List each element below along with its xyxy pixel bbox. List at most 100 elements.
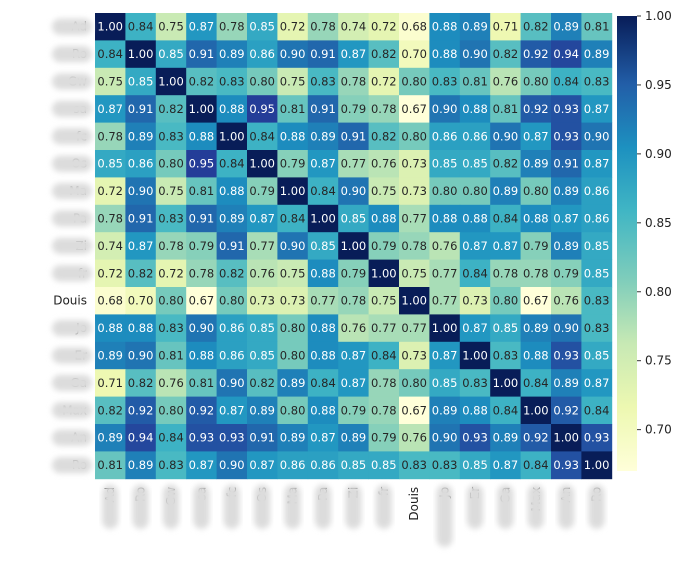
- cell-value-label: 1.00: [584, 458, 610, 472]
- cell-value-label: 0.87: [584, 102, 610, 116]
- cell-value-label: 0.83: [493, 349, 519, 363]
- cell-value-label: 0.89: [97, 349, 123, 363]
- redaction-blur: [193, 484, 210, 529]
- cell-value-label: 0.73: [401, 157, 427, 171]
- heatmap-cell: [459, 204, 491, 233]
- heatmap-cell: [186, 67, 217, 96]
- heatmap-cell: [155, 451, 187, 480]
- heatmap-cell: [155, 287, 187, 315]
- cell-value-label: 0.77: [310, 294, 336, 308]
- heatmap-cell: [551, 150, 582, 178]
- heatmap-cell: [368, 150, 400, 178]
- heatmap-cell: [247, 424, 278, 452]
- heatmap-cell: [459, 287, 491, 315]
- heatmap-cell: [338, 204, 369, 233]
- cell-value-label: 0.89: [553, 20, 579, 34]
- heatmap-cell: [155, 177, 187, 206]
- heatmap-cell: [125, 314, 157, 343]
- cell-value-label: 0.90: [462, 47, 488, 61]
- cell-value-label: 0.91: [310, 47, 336, 61]
- cell-value-label: 0.80: [158, 157, 184, 171]
- cell-value-label: 0.80: [493, 294, 519, 308]
- cell-value-label: 0.84: [249, 129, 275, 143]
- heatmap-cell: [95, 95, 126, 123]
- cell-value-label: 0.91: [310, 102, 336, 116]
- heatmap-cell: [490, 232, 521, 260]
- heatmap-cell: [186, 341, 217, 370]
- heatmap-cell: [490, 177, 521, 206]
- heatmap-cell: [520, 314, 552, 343]
- cell-value-label: 0.89: [553, 239, 579, 253]
- cell-value-label: 0.89: [523, 157, 549, 171]
- cell-value-label: 0.79: [189, 239, 215, 253]
- heatmap-cell: [551, 451, 582, 480]
- colorbar-tick-label: 0.80: [645, 285, 672, 299]
- heatmap-cell: [155, 396, 187, 425]
- cell-value-label: 0.84: [97, 47, 123, 61]
- heatmap-cell: [368, 122, 400, 151]
- cell-value-label: 0.86: [432, 129, 458, 143]
- heatmap-cell: [186, 150, 217, 178]
- heatmap-cell: [459, 40, 491, 69]
- cell-value-label: 0.86: [128, 157, 154, 171]
- cell-value-label: 0.89: [493, 431, 519, 445]
- heatmap-cell: [155, 341, 187, 370]
- cell-value-label: 0.78: [219, 20, 245, 34]
- heatmap-cell: [216, 204, 248, 233]
- heatmap-cell: [186, 287, 217, 315]
- heatmap-cell: [399, 287, 430, 315]
- cell-value-label: 0.83: [584, 294, 610, 308]
- heatmap-cell: [368, 204, 400, 233]
- heatmap-cell: [307, 424, 339, 452]
- heatmap-cell: [520, 451, 552, 480]
- heatmap-cell: [247, 341, 278, 370]
- heatmap-cell: [95, 67, 126, 96]
- heatmap-cell: [551, 13, 582, 41]
- heatmap-cell: [368, 451, 400, 480]
- cell-value-label: 0.89: [128, 458, 154, 472]
- heatmap-cell: [186, 396, 217, 425]
- cell-value-label: 0.86: [462, 129, 488, 143]
- cell-value-label: 0.78: [341, 75, 367, 89]
- cell-value-label: 0.85: [493, 321, 519, 335]
- cell-value-label: 0.78: [493, 266, 519, 280]
- heatmap-cell: [429, 287, 461, 315]
- heatmap-cell: [216, 424, 248, 452]
- cell-value-label: 1.00: [341, 239, 367, 253]
- heatmap-cell: [186, 122, 217, 151]
- colorbar-tick-label: 0.90: [645, 147, 672, 161]
- heatmap-cell: [429, 451, 461, 480]
- cell-value-label: 0.89: [493, 184, 519, 198]
- cell-value-label: 0.78: [523, 266, 549, 280]
- cell-value-label: 0.88: [189, 349, 215, 363]
- heatmap-cell: [125, 150, 157, 178]
- cell-value-label: 0.76: [341, 321, 367, 335]
- heatmap-cell: [490, 95, 521, 123]
- heatmap-cell: [429, 67, 461, 96]
- cell-value-label: 0.83: [462, 376, 488, 390]
- heatmap-cell: [490, 369, 521, 397]
- heatmap-cell: [125, 122, 157, 151]
- heatmap-cell: [551, 259, 582, 288]
- cell-value-label: 0.78: [97, 129, 123, 143]
- cell-value-label: 0.89: [97, 431, 123, 445]
- cell-value-label: 0.88: [432, 47, 458, 61]
- redaction-blur: [52, 429, 92, 446]
- cell-value-label: 1.00: [128, 47, 154, 61]
- cell-value-label: 0.82: [371, 47, 397, 61]
- heatmap-cell: [338, 287, 369, 315]
- heatmap-cell: [338, 314, 369, 343]
- cell-value-label: 0.67: [401, 403, 427, 417]
- cell-value-label: 0.85: [158, 47, 184, 61]
- heatmap-cell: [399, 396, 430, 425]
- heatmap-cell: [95, 177, 126, 206]
- cell-value-label: 0.84: [462, 266, 488, 280]
- cell-value-label: 0.83: [584, 321, 610, 335]
- heatmap-cell: [459, 424, 491, 452]
- cell-value-label: 1.00: [310, 212, 336, 226]
- cell-value-label: 0.88: [280, 129, 306, 143]
- heatmap-cell: [490, 67, 521, 96]
- heatmap-cell: [247, 177, 278, 206]
- heatmap-cell: [307, 13, 339, 41]
- heatmap-cell: [216, 13, 248, 41]
